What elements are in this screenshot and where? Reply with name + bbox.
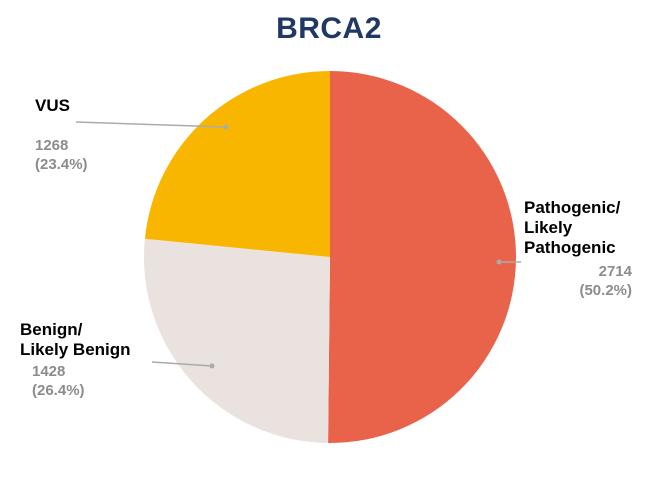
pie-slice-pathogenic-likely-pathogenic — [328, 71, 516, 443]
pct-pathogenic: (50.2%) — [579, 282, 632, 299]
pie-slice-benign-likely-benign — [143, 238, 330, 443]
label-benign: Benign/ Likely Benign — [20, 320, 131, 359]
pie-slice-vus — [144, 71, 330, 257]
value-pathogenic: 2714 — [598, 263, 632, 280]
leader-dot-vus — [223, 124, 229, 130]
label-vus-values: 1268 (23.4%) — [35, 136, 88, 174]
pie-slices — [143, 71, 516, 443]
leader-line-vus — [75, 121, 227, 128]
pct-vus: (23.4%) — [35, 156, 88, 173]
leader-dot-benign — [209, 363, 215, 369]
value-vus: 1268 — [35, 137, 69, 154]
leader-line-benign — [151, 361, 213, 367]
value-benign: 1428 — [32, 363, 66, 380]
leader-dot-pathogenic — [496, 259, 502, 265]
pct-benign: (26.4%) — [32, 382, 85, 399]
label-benign-values: 1428 (26.4%) — [32, 362, 85, 400]
label-vus: VUS — [35, 96, 70, 115]
label-pathogenic-values: 2714 (50.2%) — [470, 262, 632, 300]
chart-title: BRCA2 — [276, 12, 382, 45]
label-pathogenic: Pathogenic/ Likely Pathogenic — [524, 198, 621, 257]
leader-lines — [75, 121, 521, 369]
